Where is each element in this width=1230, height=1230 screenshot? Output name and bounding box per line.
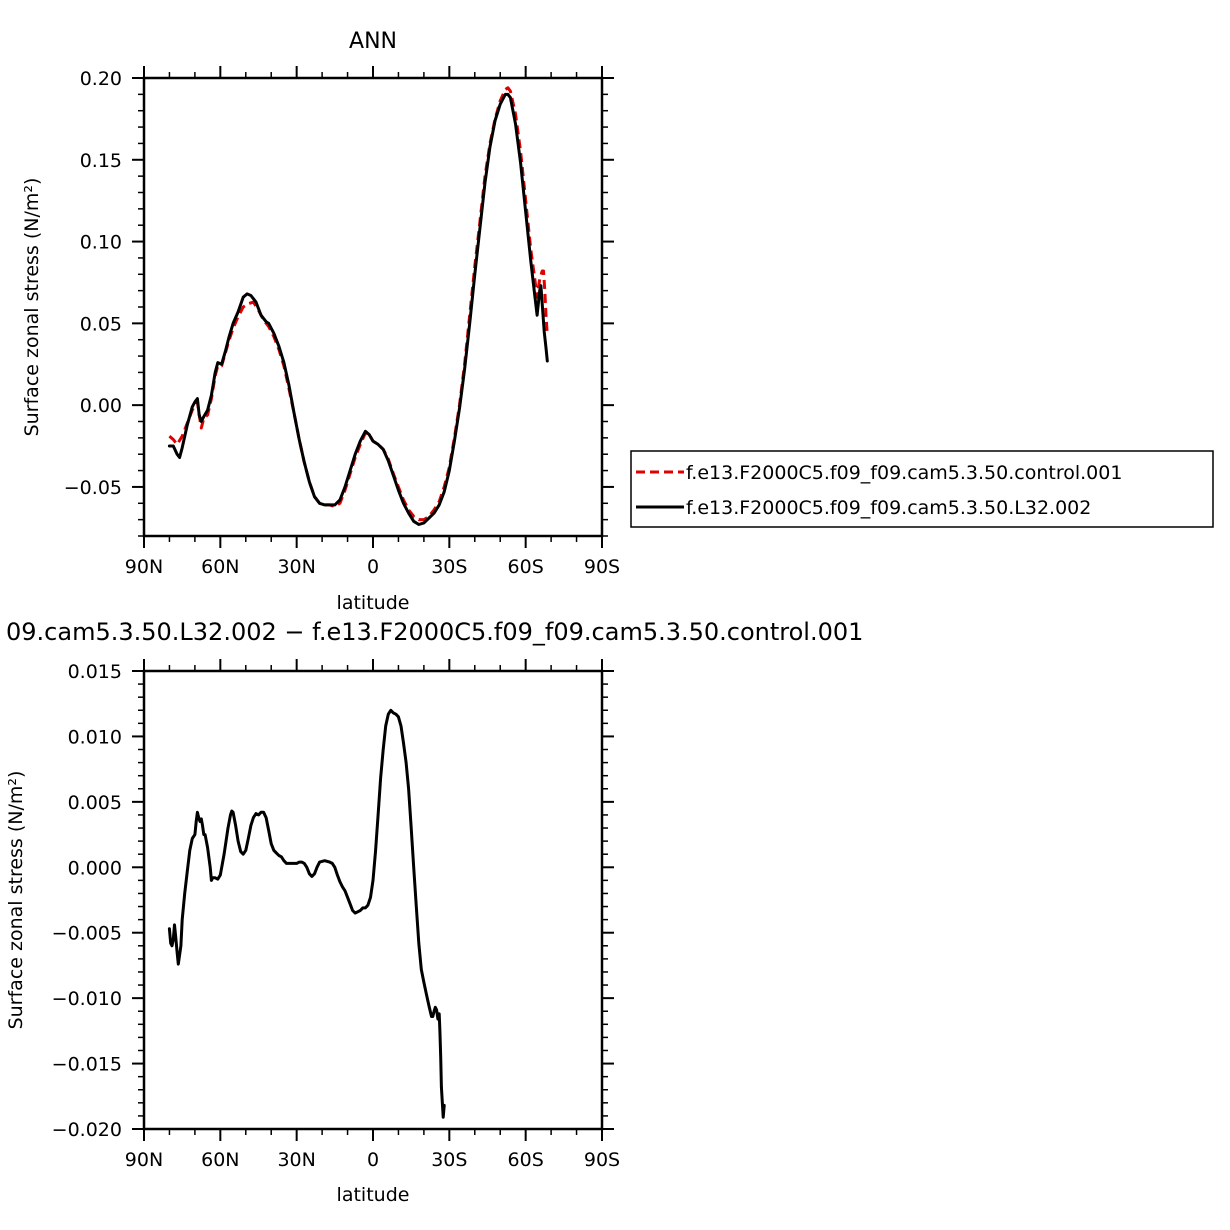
- chart-bottom-ytick-label: 0.010: [68, 726, 122, 748]
- chart-top-plot-frame: [142, 76, 604, 538]
- chart-bottom: 09.cam5.3.50.L32.002 − f.e13.F2000C5.f09…: [5, 618, 863, 1206]
- chart-top-series-2-line: [167, 92, 549, 526]
- chart-top-ytick-label: 0.15: [80, 150, 122, 172]
- chart-bottom-ytick-label: −0.010: [52, 988, 122, 1010]
- chart-top-title: ANN: [349, 29, 397, 54]
- chart-bottom-ytick-labels: −0.020 −0.015 −0.010 −0.005 0.000 0.005 0.010 0…: [52, 661, 122, 1141]
- chart-bottom-gridticks: [132, 659, 614, 1141]
- chart-bottom-ytick-label: −0.005: [52, 923, 122, 945]
- chart-bottom-xtick-label: 60N: [201, 1149, 239, 1171]
- chart-top-ytick-label: 0.20: [80, 68, 122, 90]
- chart-top-xtick-label: 60S: [508, 556, 544, 578]
- chart-top-xtick-label: 90S: [584, 556, 620, 578]
- chart-bottom-xtick-label: 0: [367, 1149, 379, 1171]
- chart-bottom-ylabel: Surface zonal stress (N/m²): [5, 771, 27, 1030]
- chart-bottom-xtick-label: 90S: [584, 1149, 620, 1171]
- chart-top-ytick-label: −0.05: [64, 477, 122, 499]
- chart-top-xtick-labels: 90N 60N 30N 0 30S 60S 90S: [125, 556, 620, 578]
- chart-bottom-ytick-label: −0.015: [52, 1054, 122, 1076]
- chart-top-ytick-label: 0.05: [80, 313, 122, 335]
- chart-top-xtick-label: 30N: [277, 556, 315, 578]
- chart-top-xtick-label: 60N: [201, 556, 239, 578]
- chart-bottom-xtick-label: 30N: [277, 1149, 315, 1171]
- chart-bottom-xtick-labels: 90N 60N 30N 0 30S 60S 90S: [125, 1149, 620, 1171]
- chart-bottom-ytick-label: 0.015: [68, 661, 122, 683]
- chart-top-xtick-label: 30S: [431, 556, 467, 578]
- chart-top-ytick-label: 0.10: [80, 232, 122, 254]
- legend-box: [630, 450, 1214, 528]
- chart-bottom-xtick-label: 90N: [125, 1149, 163, 1171]
- chart-top-ylabel: Surface zonal stress (N/m²): [21, 178, 43, 437]
- chart-top: ANN −0.05 0.00 0.05 0.10 0.15 0.20 90N 60N 30N 0…: [21, 29, 1214, 614]
- chart-bottom-xtick-label: 60S: [508, 1149, 544, 1171]
- chart-bottom-plot-frame: [142, 669, 604, 1131]
- chart-bottom-xlabel: latitude: [337, 1184, 410, 1206]
- chart-bottom-ytick-label: 0.000: [68, 857, 122, 879]
- chart-top-series-layer: [167, 86, 549, 526]
- chart-bottom-series-1-line: [167, 708, 446, 1119]
- chart-top-xtick-label: 90N: [125, 556, 163, 578]
- chart-bottom-series-layer: [167, 708, 446, 1119]
- chart-top-ytick-label: 0.00: [80, 395, 122, 417]
- chart-top-legend: f.e13.F2000C5.f09_f09.cam5.3.50.control.…: [630, 450, 1214, 528]
- chart-bottom-title: 09.cam5.3.50.L32.002 − f.e13.F2000C5.f09…: [6, 618, 863, 646]
- chart-bottom-xtick-label: 30S: [431, 1149, 467, 1171]
- chart-top-xtick-label: 0: [367, 556, 379, 578]
- chart-top-ytick-labels: −0.05 0.00 0.05 0.10 0.15 0.20: [64, 68, 122, 499]
- legend-label-l32: f.e13.F2000C5.f09_f09.cam5.3.50.L32.002: [686, 497, 1091, 519]
- legend-label-control: f.e13.F2000C5.f09_f09.cam5.3.50.control.…: [686, 462, 1122, 484]
- chart-bottom-ytick-label: −0.020: [52, 1119, 122, 1141]
- chart-bottom-ytick-label: 0.005: [68, 792, 122, 814]
- chart-top-xlabel: latitude: [337, 592, 410, 614]
